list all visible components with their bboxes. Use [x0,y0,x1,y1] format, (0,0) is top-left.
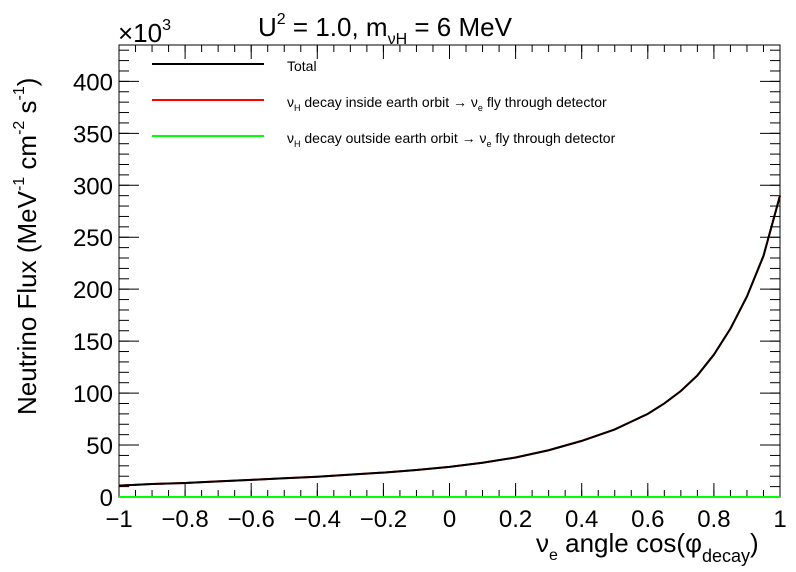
chart-title: U2 = 1.0, mνH = 6 MeV [258,11,513,48]
x-axis-label: νe angle cos(φdecay) [536,528,759,566]
plot-frame [118,44,781,498]
x-tick-label: −1 [105,506,132,533]
y-tick-label: 100 [73,381,113,408]
x-tick-label: −0.2 [360,506,407,533]
y-tick-label: 200 [73,277,113,304]
y-tick-label: 0 [100,485,113,512]
x-tick-label: 0.4 [565,506,598,533]
series-line-inside [118,195,781,487]
x-tick-label: 0.8 [697,506,730,533]
series-line-total [118,195,781,487]
axis-ticks: −1 −0.8 −0.6 −0.4 −0.2 0 0.2 0.4 0.6 0.8 1 0 50 100 15… [73,45,787,533]
legend-label-total: Total [287,58,317,74]
x-tick-label: 1 [773,506,786,533]
plot-curves [118,195,781,498]
x-tick-label: −0.6 [228,506,275,533]
y-axis-label: Neutrino Flux (MeV-1 cm-2 s-1) [11,78,42,415]
y-tick-label: 250 [73,225,113,252]
x-tick-label: 0.6 [631,506,664,533]
legend-label-outside: νH decay outside earth orbit → νe fly th… [287,130,616,149]
y-tick-label: 300 [73,173,113,200]
y-axis-multiplier: ×103 [118,17,171,48]
x-tick-label: −0.4 [294,506,341,533]
y-tick-label: 150 [73,329,113,356]
legend: Total νH decay inside earth orbit → νe f… [152,58,616,149]
legend-label-inside: νH decay inside earth orbit → νe fly thr… [287,94,607,113]
x-tick-label: 0 [443,506,456,533]
x-tick-label: 0.2 [499,506,532,533]
x-tick-label: −0.8 [161,506,208,533]
y-tick-label: 400 [73,69,113,96]
y-tick-label: 350 [73,121,113,148]
y-tick-label: 50 [86,433,113,460]
